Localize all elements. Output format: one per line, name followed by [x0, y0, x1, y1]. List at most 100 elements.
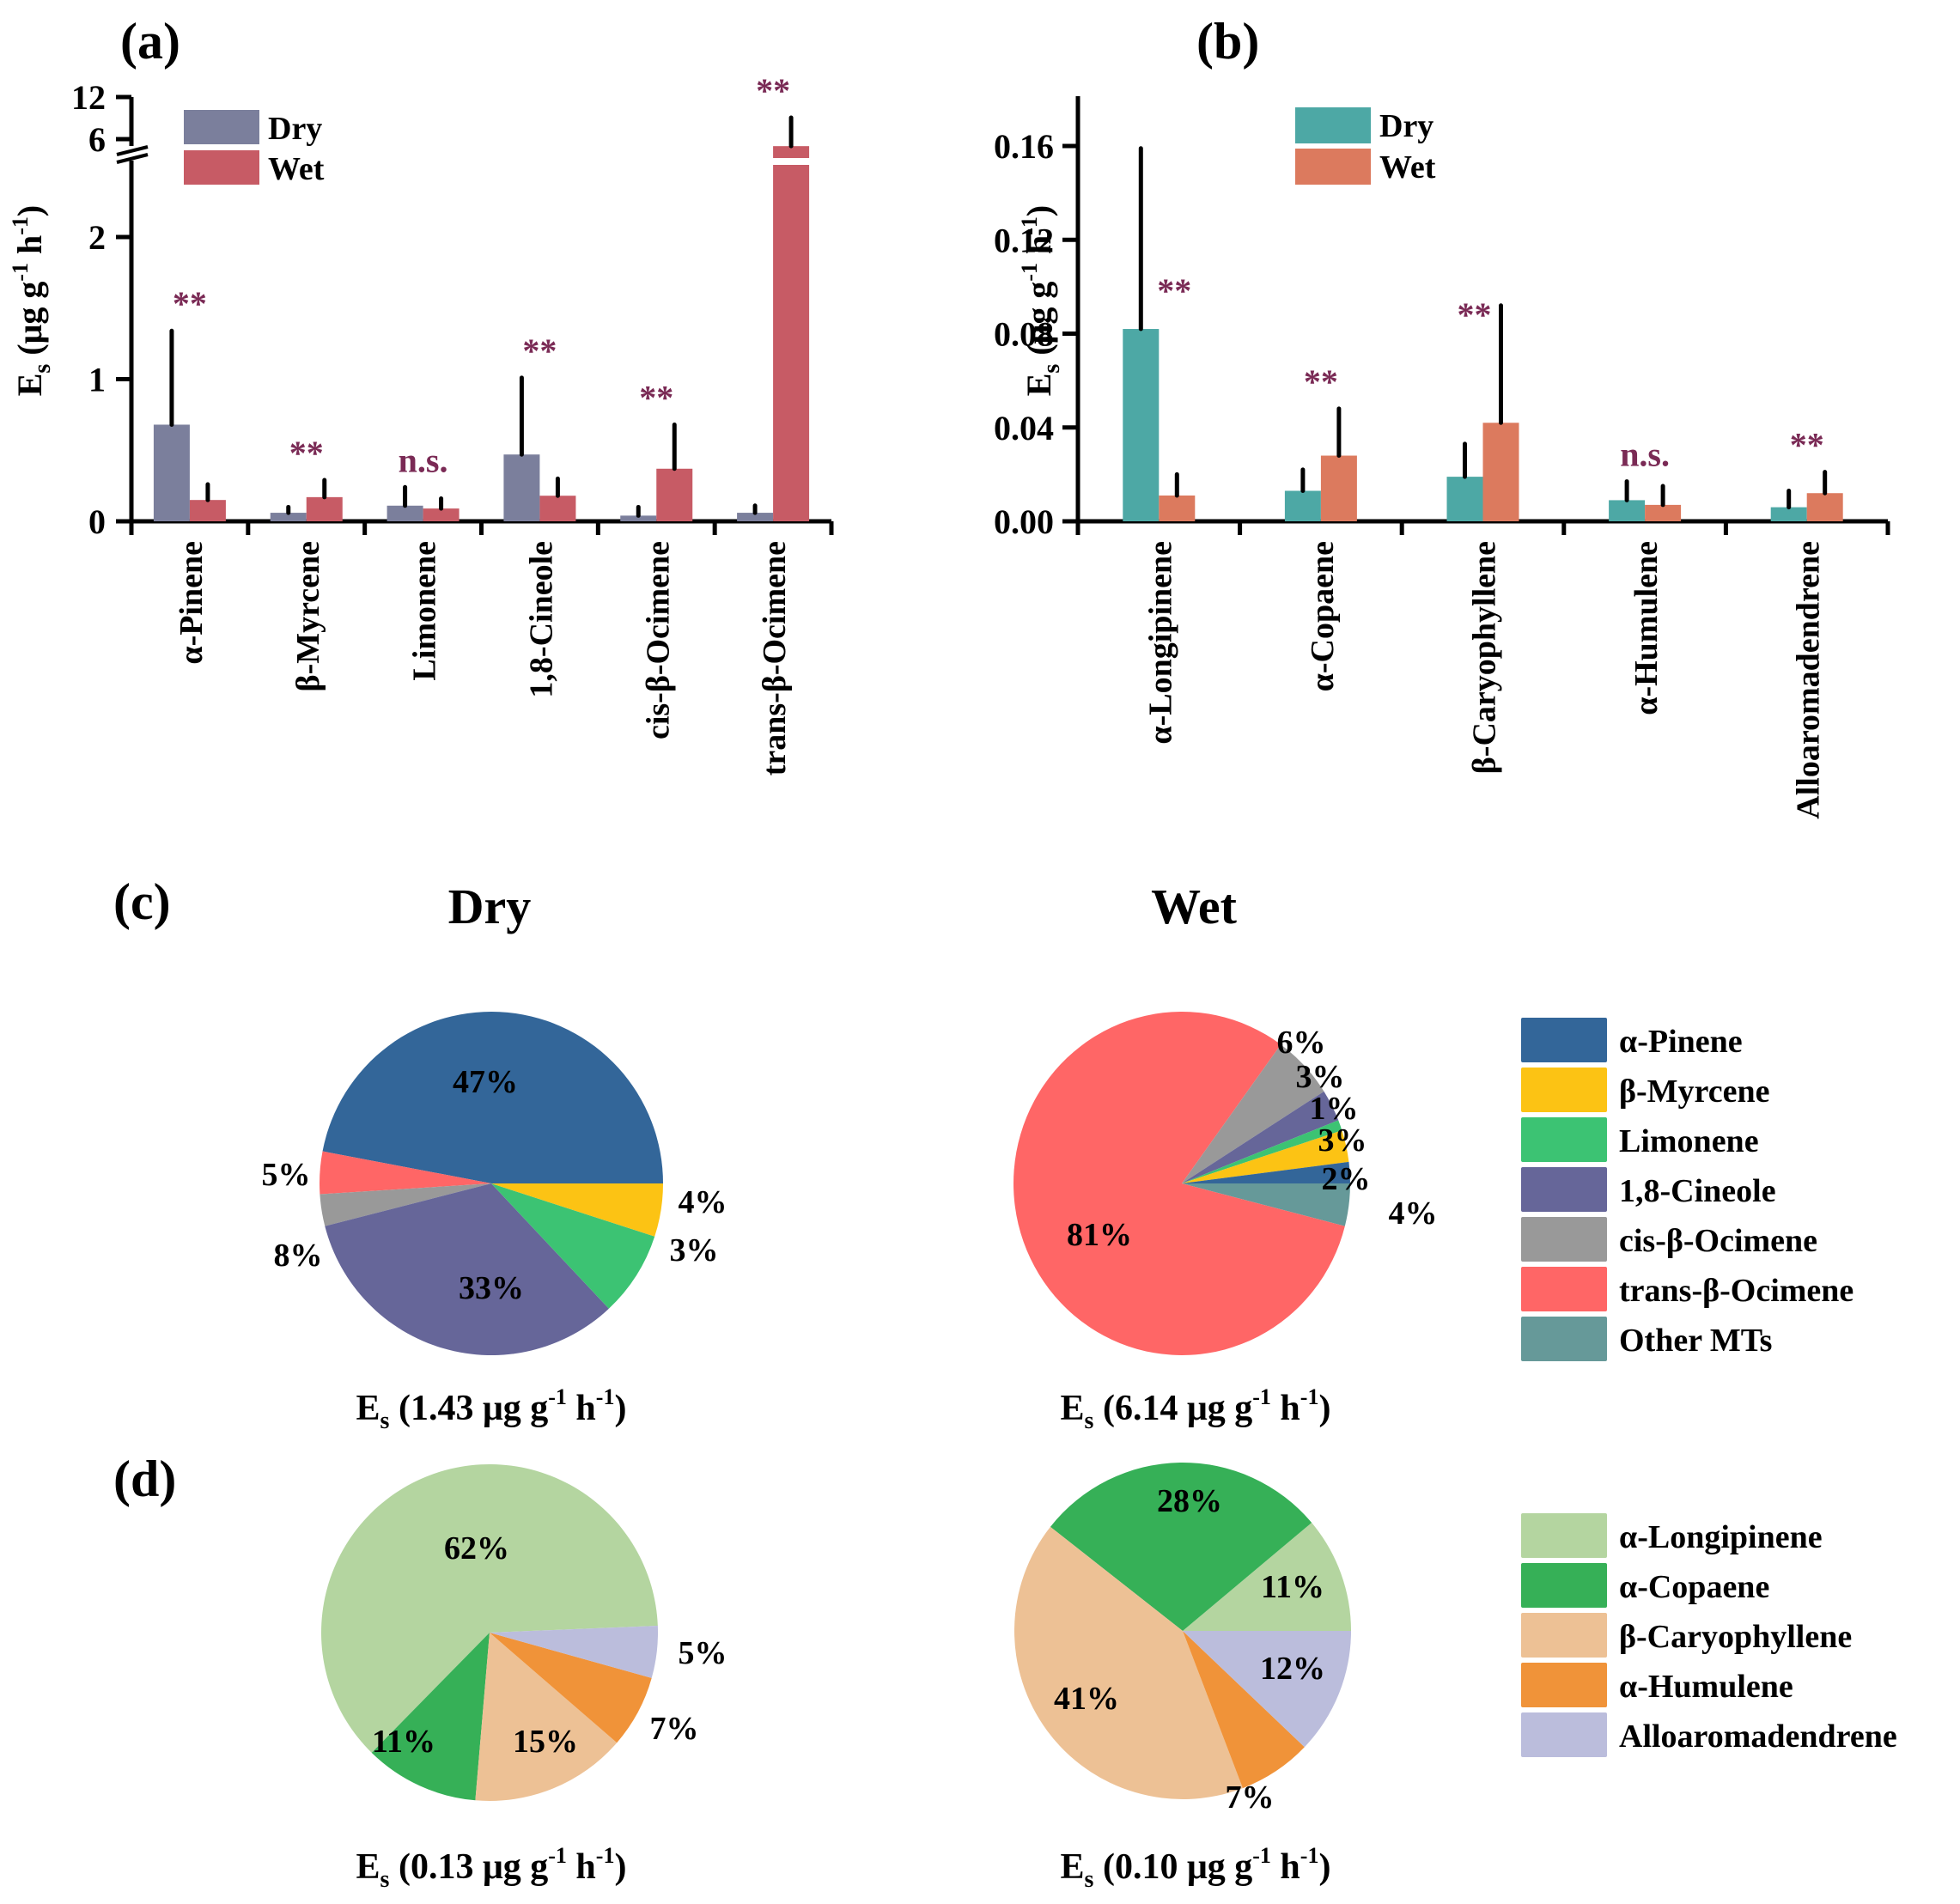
y-tick-label: 0.00: [994, 502, 1054, 541]
pie-chart-c-wet: 4%81%6%3%1%3%2%: [1013, 1012, 1438, 1356]
pie-slice: [1183, 1523, 1351, 1631]
legend-label: 1,8-Cineole: [1619, 1173, 1776, 1209]
y-axis-title: Es (μg g-1 h-1): [8, 205, 56, 397]
significance-label: **: [173, 284, 207, 323]
bar-wet: [773, 146, 810, 521]
bar-break-gap: [772, 158, 811, 165]
bar-chart-sesquiterpenes: 0.00 0.04 0.08 0.12 0.16 Es (μg g-1 h-1) ** α-L…: [994, 96, 1890, 819]
legend-swatch: [1521, 1267, 1607, 1311]
pie-slice-label: 28%: [1157, 1483, 1222, 1519]
pie-slice: [491, 1183, 655, 1309]
bar-dry: [503, 454, 540, 521]
pie-captions: Es (1.43 μg g-1 h-1) Es (6.14 μg g-1 h-1)…: [356, 1384, 1331, 1893]
pie-slice-label: 8%: [274, 1238, 323, 1274]
bar-wet: [656, 468, 693, 521]
panel-label-b: (b): [1196, 13, 1259, 70]
significance-label: n.s.: [399, 441, 448, 479]
bar-wet: [1806, 493, 1843, 521]
legend-label: α-Longipinene: [1619, 1519, 1823, 1555]
y-tick-label: 12: [71, 78, 106, 117]
bar-dry: [1609, 500, 1646, 521]
y-tick-label: 0.12: [994, 221, 1054, 259]
x-category-label: trans-β-Ocimene: [757, 541, 793, 776]
axis-break-mark: [116, 145, 149, 156]
bar-wet: [306, 496, 343, 521]
pie-title-dry: Dry: [448, 879, 532, 934]
axis-break-mark: [116, 153, 149, 164]
pie-slice-label: 7%: [650, 1711, 699, 1747]
y-tick-label: 0.08: [994, 315, 1054, 354]
significance-label: **: [1157, 271, 1191, 310]
pie-slice-label: 3%: [670, 1232, 719, 1268]
pie-slice: [371, 1633, 490, 1801]
pie-slice: [1182, 1091, 1339, 1183]
pie-slice-label: 12%: [1260, 1651, 1325, 1687]
pie-slice-label: 7%: [1226, 1779, 1275, 1816]
x-category-label: α-Humulene: [1628, 541, 1665, 715]
legend-label: β-Myrcene: [1619, 1074, 1769, 1110]
significance-label: **: [522, 332, 557, 370]
legend-sesquiterpenes: α-Longipinene α-Copaene β-Caryophyllene α-H…: [1521, 1513, 1897, 1757]
pie-slice: [322, 1011, 663, 1183]
legend-label: Dry: [268, 111, 322, 147]
legend-label: trans-β-Ocimene: [1619, 1273, 1853, 1309]
x-category-label: Limonene: [407, 541, 443, 681]
pie-slice-label: 2%: [1322, 1161, 1371, 1197]
x-category-label: β-Myrcene: [290, 541, 326, 691]
pie-slice: [320, 1183, 491, 1226]
bar-dry: [1446, 477, 1483, 521]
pie-slice: [1050, 1463, 1312, 1631]
significance-label: **: [639, 378, 673, 417]
bar-dry: [153, 424, 190, 521]
pie-chart-c-dry: 47% 4% 3% 33% 8% 5%: [262, 1011, 727, 1355]
legend-monoterpenes: α-Pinene β-Myrcene Limonene 1,8-Cineole cis-…: [1521, 1018, 1853, 1361]
pie-slice: [321, 1464, 658, 1753]
pie-slice: [320, 1151, 491, 1195]
bar-dry: [620, 515, 657, 521]
y-axis-title: Es (μg g-1 h-1): [1017, 205, 1065, 397]
legend-swatch-wet: [1295, 149, 1371, 185]
bar-dry: [387, 505, 423, 521]
y-tick-label: 0.04: [994, 409, 1054, 447]
y-tick-label: 2: [88, 218, 106, 257]
pie-slice: [1182, 1130, 1349, 1183]
pie-slice-label: 3%: [1318, 1122, 1367, 1159]
legend-label: Limonene: [1619, 1123, 1759, 1159]
legend-swatch: [1521, 1018, 1607, 1062]
significance-label: **: [289, 434, 324, 472]
significance-label: **: [1304, 362, 1338, 401]
x-category-label: α-Longipinene: [1142, 541, 1178, 745]
legend-swatch-dry: [184, 110, 259, 144]
legend-label: cis-β-Ocimene: [1619, 1223, 1817, 1259]
pie-slice: [1013, 1012, 1345, 1356]
legend-label: α-Pinene: [1619, 1024, 1743, 1060]
significance-label: n.s.: [1620, 435, 1670, 474]
pie-slice: [475, 1633, 618, 1801]
legend-label: Other MTs: [1619, 1323, 1772, 1359]
pie-slice: [490, 1633, 652, 1743]
pie-slice: [1183, 1631, 1351, 1748]
legend-label: Dry: [1379, 108, 1433, 144]
bar-wet: [1320, 455, 1357, 521]
y-tick-label: 6: [88, 120, 106, 159]
pie-caption: Es (1.43 μg g-1 h-1): [356, 1384, 627, 1434]
pie-slice-label: 62%: [444, 1530, 509, 1566]
significance-label: **: [756, 71, 790, 110]
pie-slice-label: 11%: [372, 1724, 435, 1760]
pie-slice-label: 5%: [679, 1635, 727, 1671]
bar-wet: [189, 500, 226, 521]
x-category-label: Alloaromadendrene: [1791, 541, 1827, 819]
y-tick-label: 1: [88, 361, 106, 399]
pie-slice-label: 11%: [1261, 1569, 1324, 1605]
pie-slice: [1182, 1161, 1350, 1183]
legend-swatch: [1521, 1217, 1607, 1262]
legend-swatch: [1521, 1712, 1607, 1757]
bar-wet: [1482, 423, 1519, 521]
x-category-label: β-Caryophyllene: [1467, 541, 1503, 774]
pie-slice-label: 81%: [1067, 1217, 1132, 1253]
legend-swatch: [1521, 1513, 1607, 1558]
pie-slice: [325, 1183, 609, 1355]
bar-wet: [1645, 504, 1682, 521]
